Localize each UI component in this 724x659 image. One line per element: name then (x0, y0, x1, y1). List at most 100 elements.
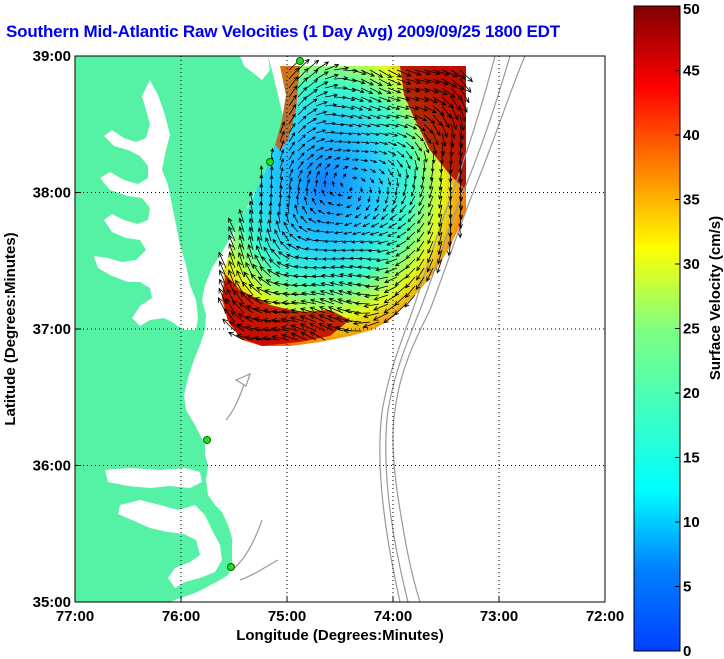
velocity-vector (238, 243, 245, 260)
velocity-vector (378, 177, 383, 185)
colorbar-tick-label: 30 (683, 256, 700, 273)
velocity-vector (365, 204, 371, 212)
velocity-vector (335, 212, 344, 217)
velocity-vector (380, 213, 389, 220)
velocity-vector (438, 195, 443, 209)
velocity-vector (423, 114, 436, 124)
velocity-vector (324, 63, 340, 71)
velocity-vector (272, 300, 290, 305)
velocity-vector (351, 140, 361, 145)
velocity-vector (342, 132, 353, 136)
velocity-vector (351, 132, 362, 136)
station-marker[interactable] (203, 436, 211, 444)
velocity-vector (387, 69, 403, 78)
velocity-vector (441, 114, 450, 129)
velocity-vector (222, 318, 236, 332)
velocity-vector (327, 202, 335, 206)
velocity-vector (378, 114, 391, 119)
y-tick-label: 37:00 (33, 321, 71, 338)
velocity-vector (275, 220, 281, 233)
velocity-vector (238, 234, 245, 251)
station-marker[interactable] (227, 563, 235, 571)
velocity-vector (406, 222, 416, 232)
velocity-vector (268, 210, 272, 224)
x-tick-label: 74:00 (374, 608, 412, 625)
velocity-vector (360, 132, 371, 136)
velocity-vector (342, 148, 352, 153)
velocity-vector (397, 222, 407, 230)
velocity-vector (223, 308, 236, 323)
velocity-vector (263, 246, 272, 260)
velocity-vector (319, 290, 335, 296)
velocity-vector (387, 231, 398, 237)
velocity-vector (297, 124, 307, 134)
velocity-vector (280, 317, 299, 323)
velocity-vector (259, 266, 272, 278)
velocity-vector (290, 308, 308, 314)
velocity-vector (414, 78, 431, 84)
velocity-vector (363, 293, 380, 299)
velocity-vector (280, 333, 299, 341)
velocity-vector (328, 289, 344, 296)
y-tick-label: 39:00 (33, 48, 71, 65)
velocity-vector (300, 299, 317, 305)
velocity-vector (288, 177, 293, 188)
velocity-vector (279, 139, 285, 152)
velocity-vector (270, 248, 281, 260)
velocity-vector (243, 271, 254, 287)
velocity-vector (218, 251, 227, 269)
velocity-vector (362, 222, 371, 227)
velocity-vector (438, 177, 443, 192)
velocity-vector (227, 278, 236, 296)
velocity-vector (396, 123, 409, 129)
velocity-vector (405, 96, 420, 102)
velocity-vector (336, 307, 353, 314)
velocity-vector (271, 317, 290, 324)
velocity-vector (254, 254, 263, 269)
velocity-vector (350, 248, 362, 252)
velocity-vector (406, 231, 416, 241)
velocity-vector (394, 276, 407, 286)
velocity-vector (288, 85, 298, 98)
velocity-vector (334, 222, 344, 226)
velocity-vector (396, 231, 407, 239)
velocity-vector (300, 331, 317, 341)
velocity-vector (405, 105, 420, 111)
velocity-vector (306, 118, 317, 125)
velocity-vector (288, 159, 294, 170)
velocity-vector (432, 123, 441, 137)
velocity-vector (369, 96, 382, 103)
velocity-vector (410, 186, 416, 198)
velocity-vector (458, 159, 463, 176)
velocity-vector (279, 240, 290, 251)
velocity-vector (421, 168, 425, 181)
velocity-vector (349, 186, 353, 192)
velocity-vector (246, 252, 254, 269)
velocity-vector (244, 325, 263, 332)
station-marker[interactable] (296, 57, 304, 65)
velocity-vector (423, 150, 428, 163)
velocity-vector (423, 141, 430, 154)
colorbar-tick-label: 25 (683, 321, 700, 338)
velocity-vector (395, 240, 407, 248)
velocity-vector (333, 172, 337, 179)
velocity-vector (277, 202, 282, 215)
velocity-vector (323, 239, 335, 243)
station-marker[interactable] (266, 158, 274, 166)
velocity-vector (300, 291, 317, 296)
velocity-vector (335, 316, 353, 323)
velocity-vector (295, 245, 308, 251)
velocity-vector (352, 320, 371, 326)
velocity-vector (306, 228, 317, 233)
velocity-vector (432, 69, 450, 76)
velocity-vector (339, 273, 353, 278)
velocity-vector (458, 141, 464, 158)
x-axis-ticks: 77:00 76:00 75:00 74:00 73:00 72:00 (56, 596, 624, 625)
colorbar-tick-label: 15 (683, 450, 700, 467)
velocity-vector (378, 132, 389, 137)
velocity-vector (360, 69, 375, 77)
velocity-vector (324, 171, 328, 179)
velocity-vector (277, 251, 290, 260)
colorbar-tick-label: 20 (683, 385, 700, 402)
velocity-vector (289, 316, 308, 323)
